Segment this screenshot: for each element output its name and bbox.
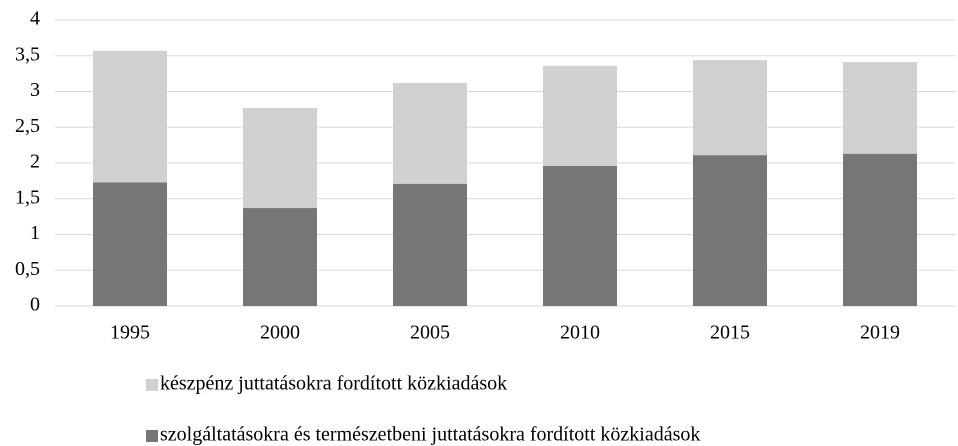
bar-segment: [393, 82, 467, 184]
y-tick-label: 2: [30, 151, 40, 173]
bar-segment: [693, 60, 767, 156]
y-tick-label: 0: [30, 294, 40, 316]
y-tick-label: 0,5: [15, 258, 40, 280]
x-tick-label: 2019: [860, 322, 900, 344]
y-tick-label: 1: [30, 222, 40, 244]
y-tick-label: 3,5: [15, 43, 40, 65]
bar-segment: [843, 62, 917, 154]
legend-label: készpénz juttatásokra fordított közkiadá…: [160, 373, 507, 395]
x-tick-label: 1995: [110, 322, 150, 344]
legend-label: szolgáltatásokra és természetbeni juttat…: [160, 424, 700, 446]
y-tick-label: 4: [30, 8, 40, 30]
bar-segment: [243, 107, 317, 209]
bar-segment: [393, 183, 467, 306]
bar-segment: [93, 182, 167, 306]
y-tick-label: 1,5: [15, 186, 40, 208]
y-tick-label: 3: [30, 79, 40, 101]
x-tick-label: 2010: [560, 322, 600, 344]
y-tick-label: 2,5: [15, 115, 40, 137]
bar-segment: [93, 50, 167, 183]
x-tick-label: 2015: [710, 322, 750, 344]
bar-segment: [243, 208, 317, 306]
legend-swatch: [146, 379, 158, 391]
x-tick-label: 2000: [260, 322, 300, 344]
legend-swatch: [146, 430, 158, 442]
bar-segment: [543, 165, 617, 306]
bar-segment: [693, 155, 767, 306]
x-tick-label: 2005: [410, 322, 450, 344]
bar-segment: [843, 153, 917, 306]
bar-segment: [543, 65, 617, 166]
